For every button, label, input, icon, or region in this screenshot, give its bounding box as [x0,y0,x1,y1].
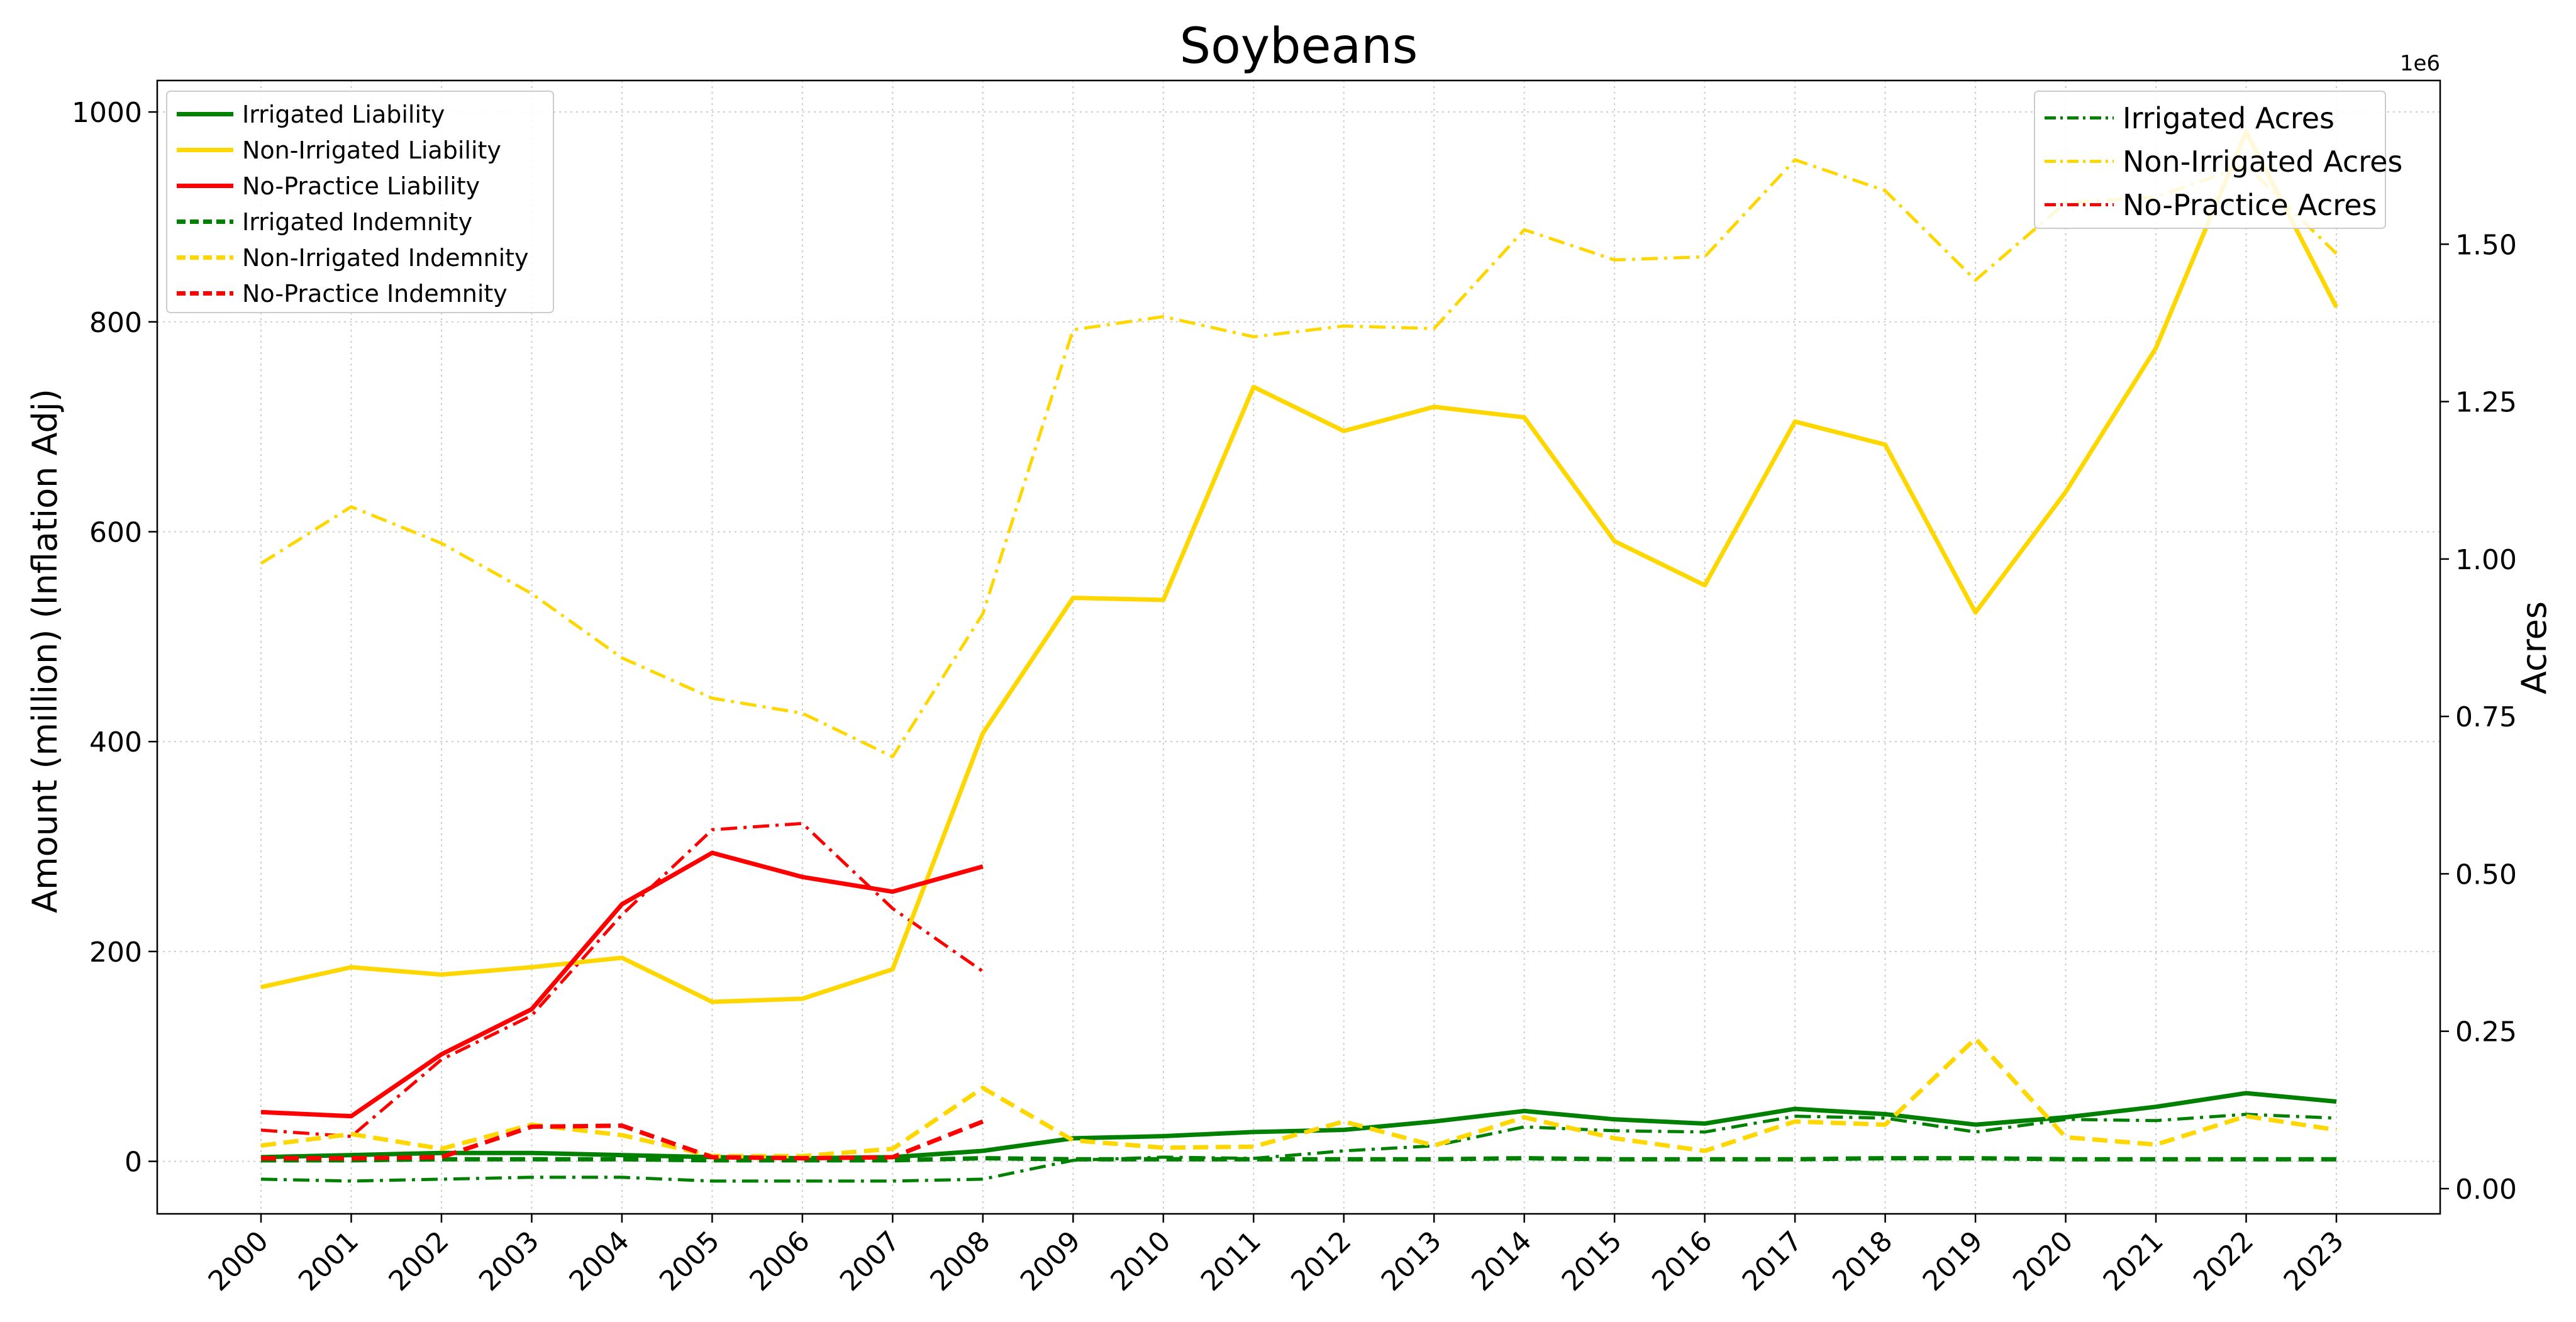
y-axis-label-right: Acres [2514,601,2554,694]
series-line-irrigated-acres [260,1113,2337,1183]
legend-left: Irrigated Liability Non-Irrigated Liabili… [166,91,554,313]
legend-label-no-practice-indemnity: No-Practice Indemnity [242,280,508,308]
legend-label-no-practice-liability: No-Practice Liability [242,172,480,200]
series-line-non-irrigated-indemnity [260,1036,2337,1158]
legend-label-non-irrigated-liability: Non-Irrigated Liability [242,136,501,164]
right-axis-offset-label: 1e6 [2400,51,2440,76]
series-line-irrigated-indemnity [261,1156,2336,1163]
legend-box [2034,91,2386,229]
series-line-no-practice-liability [260,850,984,1119]
legend-label-irrigated-liability: Irrigated Liability [242,101,445,128]
series-line-irrigated-liability [260,1091,2337,1161]
legend-right: Irrigated Acres Non-Irrigated Acres No-Pra… [2034,91,2402,229]
legend-label-non-irrigated-indemnity: Non-Irrigated Indemnity [242,244,529,272]
y-left-tick-label: 200 [89,936,142,969]
y-axis-label-left: Amount (million) (Inflation Adj) [25,389,65,913]
legend-label-no-practice-acres: No-Practice Acres [2123,188,2377,222]
y-right-tick-label: 0.50 [2455,858,2517,891]
y-right-tick-label: 0.00 [2455,1174,2517,1206]
series-line-non-irrigated-acres [260,158,2338,758]
y-right-tick-label: 0.25 [2455,1016,2517,1048]
chart-title: Soybeans [1180,18,1418,75]
y-left-tick-label: 1000 [72,97,142,129]
legend-box [166,91,554,313]
series-line-non-irrigated-liability [260,130,2339,1004]
legend-label-non-irrigated-acres: Non-Irrigated Acres [2123,145,2402,179]
y-left-tick-label: 400 [89,726,142,758]
y-left-tick-label: 600 [89,516,142,548]
y-right-tick-label: 0.75 [2455,701,2517,733]
legend-label-irrigated-indemnity: Irrigated Indemnity [242,208,472,236]
legend-label-irrigated-acres: Irrigated Acres [2123,101,2334,135]
y-right-tick-label: 1.00 [2455,544,2517,576]
y-left-tick-label: 0 [125,1147,142,1179]
plot-frame [156,79,2441,1215]
y-right-tick-label: 1.25 [2455,387,2517,419]
y-right-tick-label: 1.50 [2455,229,2517,261]
series-line-no-practice-indemnity [261,1119,984,1161]
plot-series [260,130,2339,1183]
y-left-tick-label: 800 [89,307,142,339]
series-line-no-practice-acres [260,821,984,1138]
